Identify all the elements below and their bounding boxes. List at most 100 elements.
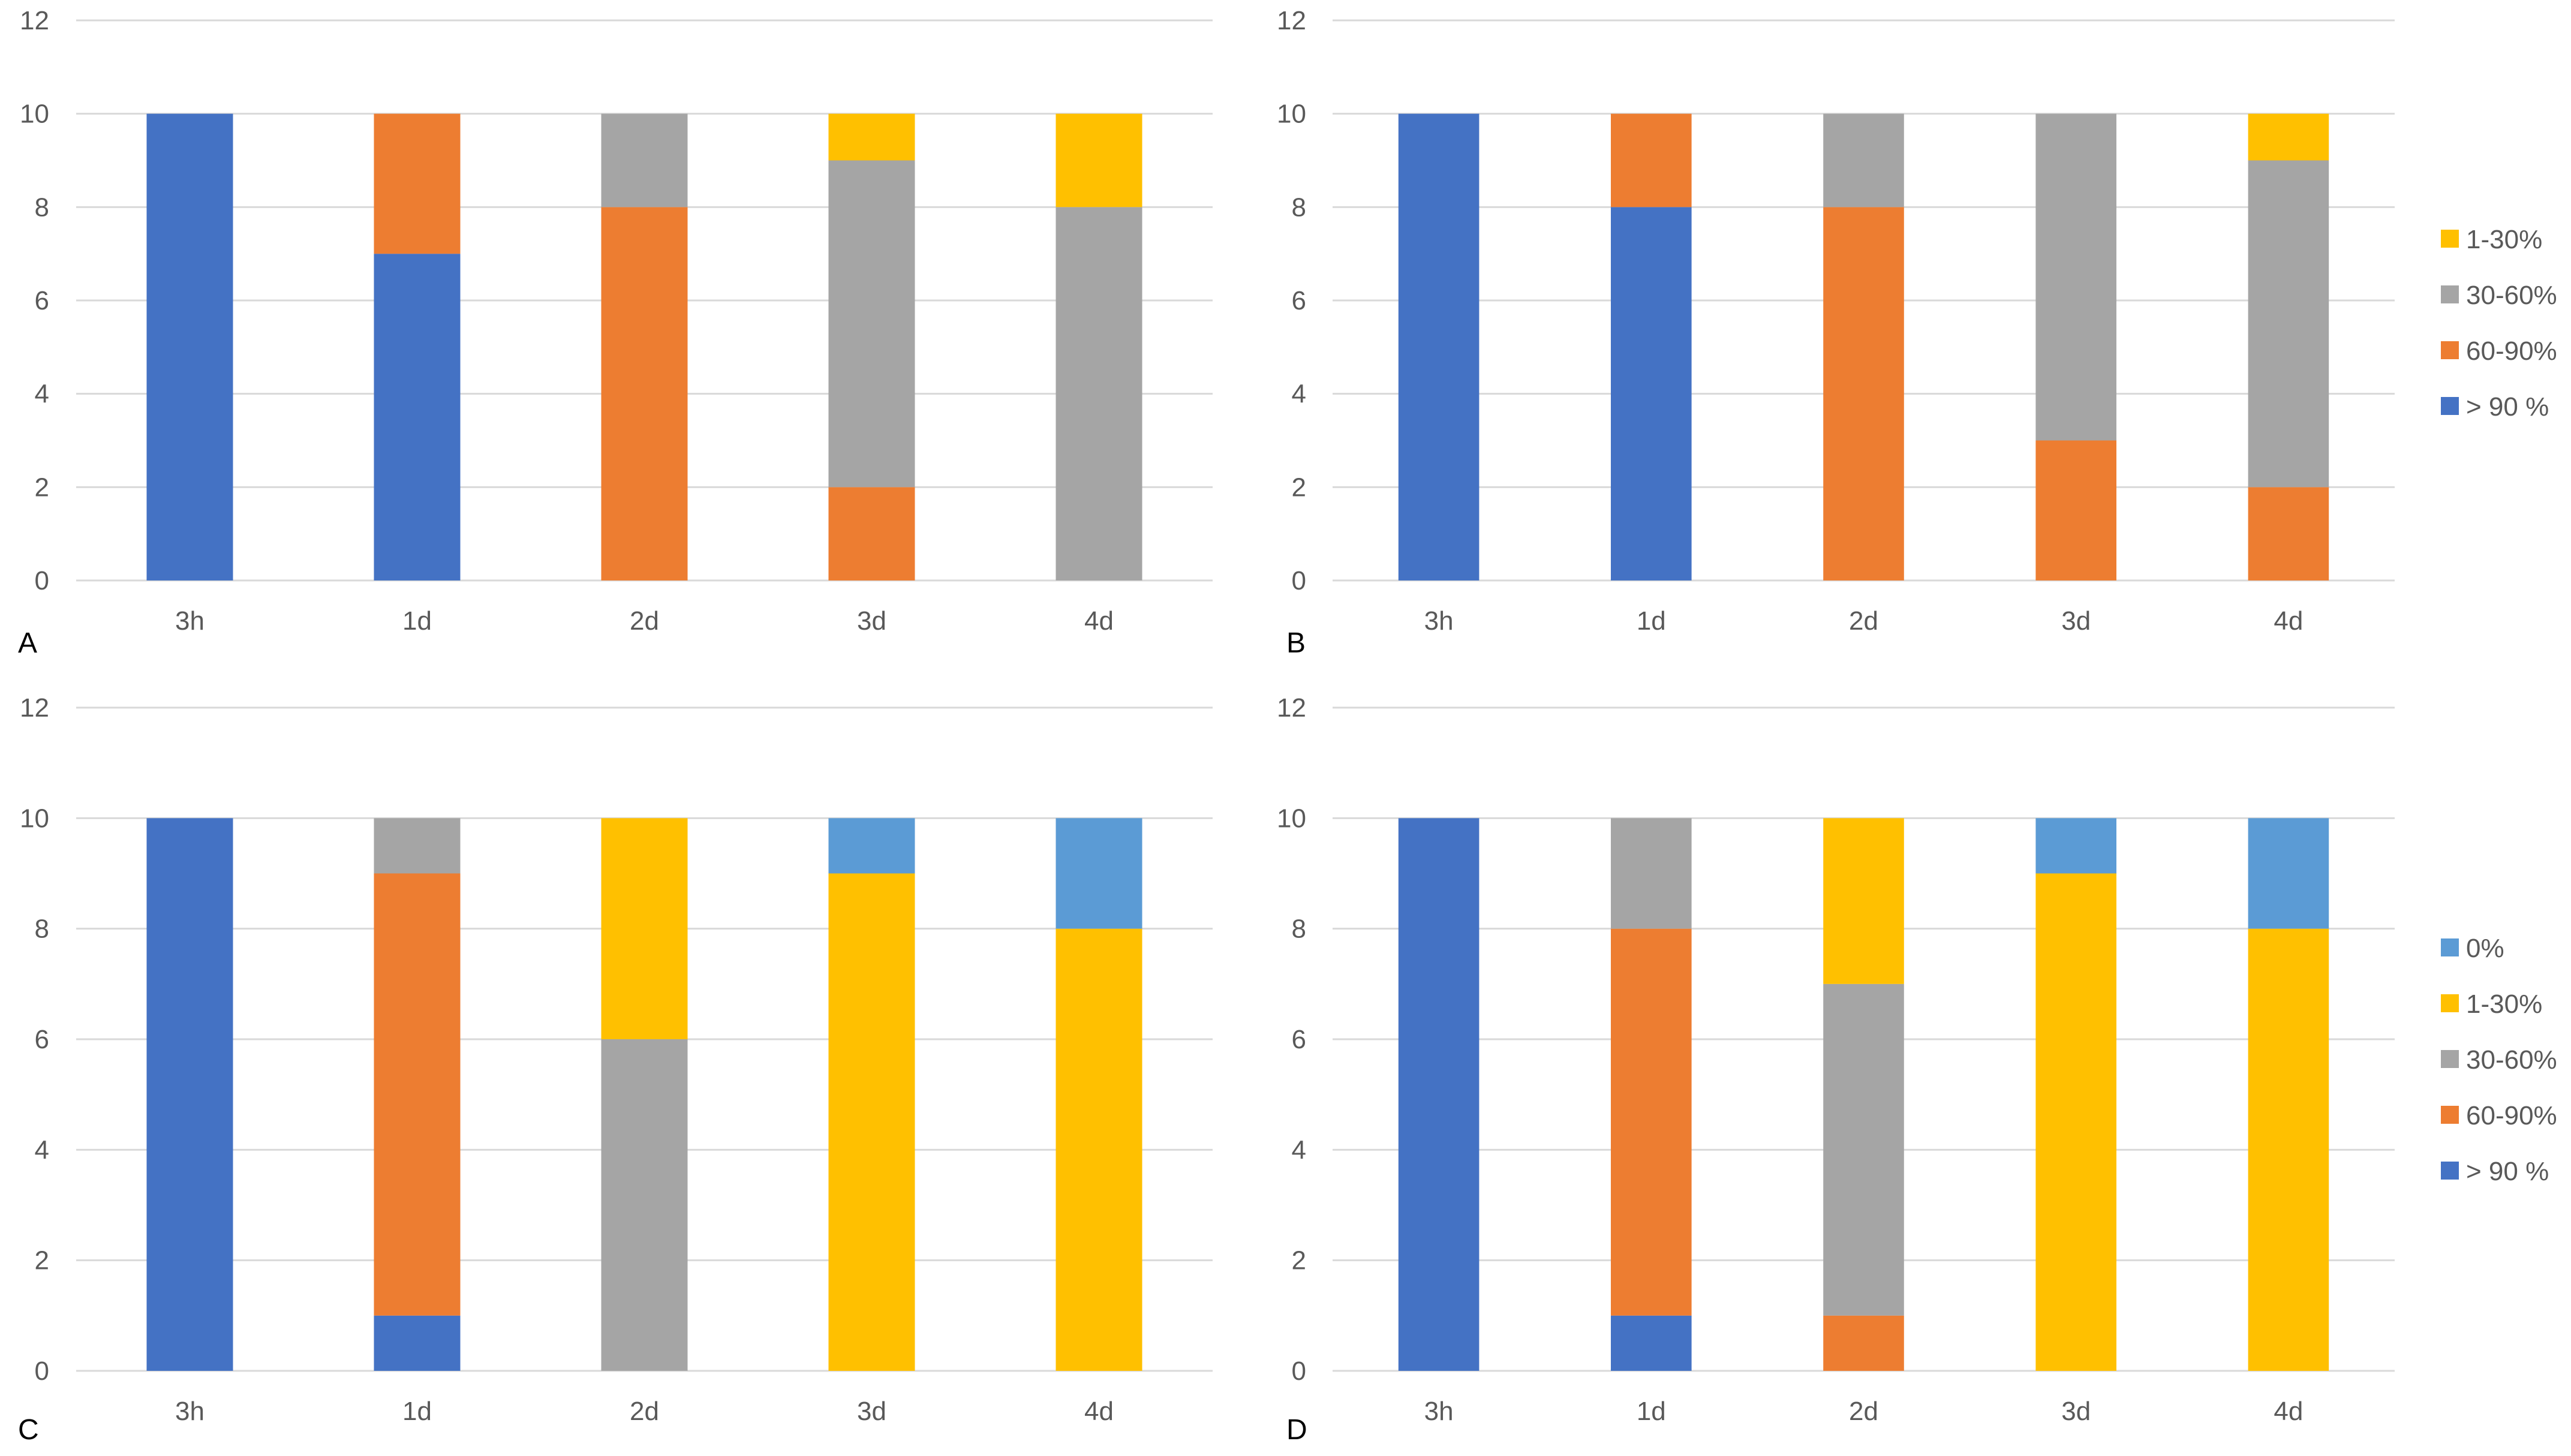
panel-b-legend-swatch-1-30pct — [2441, 230, 2459, 248]
panel-b-bar-2d-60-90pct — [1823, 207, 1904, 580]
panel-d-bar-1d-30-60pct — [1611, 818, 1692, 929]
panel-c-ytick-label-0: 0 — [35, 1356, 49, 1386]
panel-d-xtick-label-2d: 2d — [1849, 1397, 1878, 1426]
panel-a: 0 2 4 6 8 10 12 3h 1d 2d 3d 4d A — [18, 6, 1213, 659]
panel-b-bar-1d-gt-90-pct — [1611, 207, 1692, 580]
panel-d-bar-3d-0pct — [2035, 818, 2116, 874]
panel-d-xtick-label-1d: 1d — [1637, 1397, 1666, 1426]
panel-d-ytick-label-12: 12 — [1277, 693, 1306, 723]
panel-d-legend-label-0pct: 0% — [2466, 934, 2504, 963]
panel-b-legend-label-1-30pct: 1-30% — [2466, 225, 2542, 254]
panel-d-legend-label-gt-90-pct: > 90 % — [2466, 1157, 2549, 1186]
panel-c-bar-4d-0pct — [1056, 818, 1142, 929]
panel-d-ytick-label-4: 4 — [1292, 1135, 1306, 1165]
panel-d-ytick-label-6: 6 — [1292, 1025, 1306, 1054]
panel-d-legend-swatch-0pct — [2441, 938, 2459, 956]
panel-a-bar-1d-60-90pct — [374, 113, 461, 254]
panel-a-ytick-label-4: 4 — [35, 380, 49, 409]
panel-c-ytick-label-6: 6 — [35, 1025, 49, 1054]
panel-c-ytick-label-4: 4 — [35, 1135, 49, 1165]
panel-b-bar-3h-gt-90-pct — [1398, 113, 1480, 580]
panel-b-xtick-label-4d: 4d — [2274, 606, 2303, 636]
panel-a-ytick-label-6: 6 — [35, 286, 49, 315]
panel-c-bar-1d-30-60pct — [374, 818, 461, 874]
panel-d-ytick-label-0: 0 — [1292, 1356, 1306, 1386]
panel-d-legend-label-60-90pct: 60-90% — [2466, 1101, 2557, 1130]
panel-b-legend-swatch-60-90pct — [2441, 341, 2459, 359]
panel-d-legend: 0% 1-30% 30-60% 60-90% > 90 % — [2441, 934, 2557, 1186]
panel-d-bar-1d-60-90pct — [1611, 928, 1692, 1316]
panel-a-label: A — [18, 627, 37, 659]
panel-b-xtick-label-3h: 3h — [1424, 606, 1454, 636]
panel-a-bar-2d-30-60pct — [601, 113, 688, 207]
panel-c-xtick-label-4d: 4d — [1084, 1397, 1114, 1426]
panel-a-ytick-label-12: 12 — [20, 6, 49, 35]
panel-d-xtick-label-3d: 3d — [2061, 1397, 2091, 1426]
panel-b-xtick-label-1d: 1d — [1637, 606, 1666, 636]
panel-a-ytick-label-2: 2 — [35, 473, 49, 502]
panel-c-ytick-label-8: 8 — [35, 914, 49, 944]
panel-b-ytick-label-10: 10 — [1277, 100, 1306, 129]
panel-b-bar-3d-30-60pct — [2035, 113, 2116, 441]
panel-a-ytick-label-10: 10 — [20, 100, 49, 129]
panel-c-bar-2d-1-30pct — [601, 818, 688, 1039]
panel-b-xtick-label-3d: 3d — [2061, 606, 2091, 636]
panel-d-ytick-label-10: 10 — [1277, 804, 1306, 833]
panel-c: 0 2 4 6 8 10 12 3h 1d 2d 3d 4d C — [18, 693, 1213, 1446]
panel-a-bar-3d-1-30pct — [828, 113, 915, 161]
panel-a-bar-1d-gt-90-pct — [374, 254, 461, 581]
panel-b-bar-4d-30-60pct — [2248, 160, 2329, 488]
panel-d-xtick-label-4d: 4d — [2274, 1397, 2303, 1426]
panel-b-bar-4d-1-30pct — [2248, 113, 2329, 161]
panel-b-legend-swatch-30-60pct — [2441, 285, 2459, 303]
panel-b-bar-2d-30-60pct — [1823, 113, 1904, 207]
panel-d-legend-swatch-1-30pct — [2441, 994, 2459, 1012]
panel-a-bar-3d-30-60pct — [828, 160, 915, 488]
panel-c-bar-2d-30-60pct — [601, 1039, 688, 1371]
panel-a-ytick-label-0: 0 — [35, 566, 49, 595]
panel-b-ytick-label-4: 4 — [1292, 380, 1306, 409]
panel-b-ytick-label-2: 2 — [1292, 473, 1306, 502]
panel-c-xtick-label-3h: 3h — [175, 1397, 205, 1426]
panel-d-xtick-label-3h: 3h — [1424, 1397, 1454, 1426]
panel-b-ytick-label-12: 12 — [1277, 6, 1306, 35]
panel-c-xtick-label-1d: 1d — [402, 1397, 432, 1426]
panel-b-bar-1d-60-90pct — [1611, 113, 1692, 207]
panel-c-bar-1d-60-90pct — [374, 873, 461, 1316]
panel-b-bar-4d-60-90pct — [2248, 487, 2329, 580]
panel-a-bar-4d-1-30pct — [1056, 113, 1142, 207]
panel-c-bar-3d-1-30pct — [828, 873, 915, 1371]
panel-c-bar-1d-gt-90-pct — [374, 1315, 461, 1371]
panel-d: 0 2 4 6 8 10 12 3h 1d 2d 3d 4d D 0% 1-30% 30-60% 60-90% >… — [1277, 693, 2557, 1446]
panel-d-bar-4d-1-30pct — [2248, 928, 2329, 1371]
panel-b-ytick-label-6: 6 — [1292, 286, 1306, 315]
panel-a-xtick-label-1d: 1d — [402, 606, 432, 636]
panel-d-legend-swatch-60-90pct — [2441, 1106, 2459, 1124]
panel-d-ytick-label-2: 2 — [1292, 1246, 1306, 1275]
panel-c-bar-3h-gt-90-pct — [146, 818, 233, 1371]
panel-c-ytick-label-12: 12 — [20, 693, 49, 723]
panel-a-xtick-label-3d: 3d — [857, 606, 886, 636]
panel-d-bar-2d-1-30pct — [1823, 818, 1904, 984]
panel-a-xtick-label-4d: 4d — [1084, 606, 1114, 636]
panel-a-bar-3h-gt-90-pct — [146, 113, 233, 580]
panel-d-bar-3h-gt-90-pct — [1398, 818, 1480, 1371]
panel-b: 0 2 4 6 8 10 12 3h 1d 2d 3d 4d B 1-30% 30-60% 60-90% > 9… — [1277, 6, 2557, 659]
panel-a-xtick-label-3h: 3h — [175, 606, 205, 636]
panel-b-legend-label-gt-90-pct: > 90 % — [2466, 392, 2549, 422]
panel-d-bar-2d-60-90pct — [1823, 1315, 1904, 1371]
panel-c-xtick-label-3d: 3d — [857, 1397, 886, 1426]
panel-c-ytick-label-2: 2 — [35, 1246, 49, 1275]
panel-c-bar-4d-1-30pct — [1056, 928, 1142, 1371]
panel-d-label: D — [1286, 1414, 1307, 1446]
panel-b-legend-label-60-90pct: 60-90% — [2466, 336, 2557, 366]
panel-d-legend-label-1-30pct: 1-30% — [2466, 989, 2542, 1019]
panel-b-ytick-label-8: 8 — [1292, 192, 1306, 222]
panel-a-bar-3d-60-90pct — [828, 487, 915, 580]
panel-a-bar-4d-30-60pct — [1056, 207, 1142, 580]
panel-b-legend-swatch-gt-90-pct — [2441, 397, 2459, 415]
panel-d-bar-2d-30-60pct — [1823, 983, 1904, 1316]
panel-a-bar-2d-60-90pct — [601, 207, 688, 580]
panel-a-ytick-label-8: 8 — [35, 192, 49, 222]
